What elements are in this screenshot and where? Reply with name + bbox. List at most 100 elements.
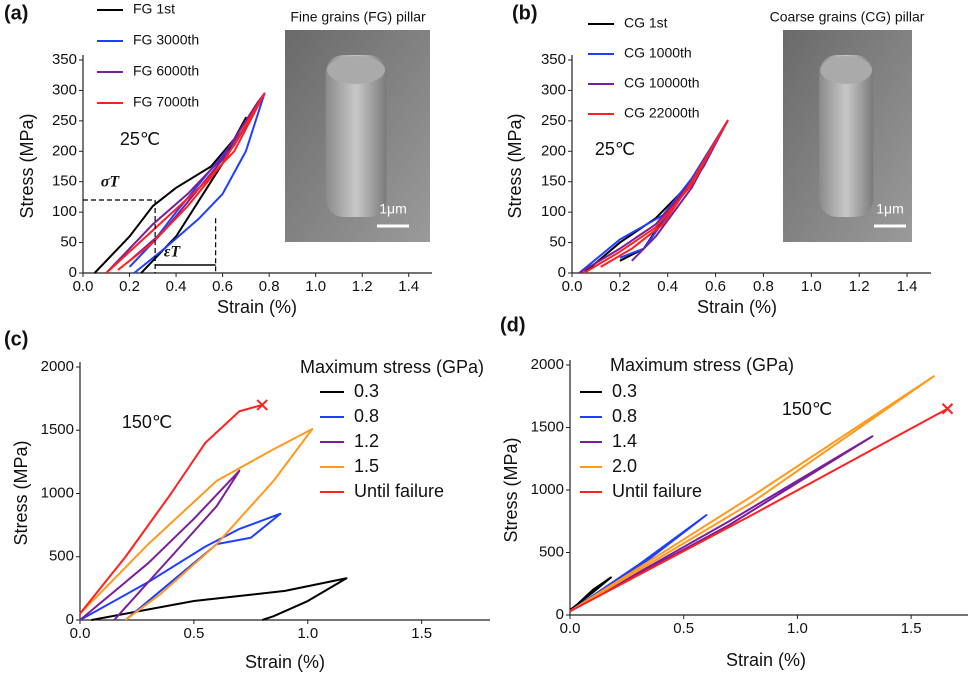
annotation: 25℃	[120, 129, 160, 149]
x-tick-label: 0.5	[673, 620, 694, 637]
data-line	[79, 427, 314, 621]
annotation: 25℃	[595, 139, 635, 159]
y-tick-label: 150	[541, 173, 566, 190]
panel-label: (a)	[4, 2, 28, 24]
annotation: 150℃	[122, 412, 172, 432]
y-tick-label: 2000	[41, 358, 74, 375]
legend-label: FG 3000th	[133, 32, 199, 48]
legend-label: FG 7000th	[133, 94, 199, 110]
data-line	[583, 119, 729, 274]
y-tick-label: 300	[541, 81, 566, 98]
legend-label: 0.8	[612, 406, 637, 426]
data-line	[105, 92, 266, 274]
inset-title: Fine grains (FG) pillar	[290, 9, 426, 25]
y-axis-label: Stress (MPa)	[17, 113, 37, 218]
y-tick-label: 1000	[41, 484, 74, 501]
x-tick-label: 0.0	[562, 278, 583, 295]
legend-label: Until failure	[612, 481, 702, 501]
y-tick-label: 50	[549, 234, 566, 251]
y-tick-label: 500	[49, 548, 74, 565]
x-tick-label: 1.2	[352, 278, 373, 295]
inset-pillar	[325, 55, 387, 217]
legend-label: 0.3	[612, 381, 637, 401]
x-tick-label: 1.0	[297, 625, 318, 642]
panel-label: (c)	[4, 328, 28, 350]
legend-label: CG 1000th	[624, 45, 692, 61]
y-tick-label: 0	[66, 611, 74, 628]
data-line	[569, 375, 935, 613]
inset-title: Coarse grains (CG) pillar	[770, 9, 925, 25]
x-tick-label: 0.6	[705, 278, 726, 295]
legend-label: FG 6000th	[133, 63, 199, 79]
y-tick-label: 250	[541, 112, 566, 129]
y-tick-label: 50	[60, 234, 77, 251]
y-tick-label: 350	[541, 51, 566, 68]
inset-top	[327, 56, 386, 84]
data-line	[79, 403, 263, 615]
x-axis-label: Strain (%)	[726, 650, 806, 670]
x-tick-label: 0.0	[70, 625, 91, 642]
x-tick-label: 1.5	[411, 625, 432, 642]
y-tick-label: 0	[556, 606, 564, 623]
inset-pillar	[819, 55, 874, 217]
legend-title: Maximum stress (GPa)	[610, 355, 794, 375]
y-tick-label: 100	[541, 203, 566, 220]
data-line	[569, 435, 874, 613]
data-line	[79, 469, 241, 621]
x-tick-label: 0.0	[560, 620, 581, 637]
y-tick-label: 200	[541, 142, 566, 159]
panel-label: (b)	[512, 2, 538, 24]
x-tick-label: 0.0	[73, 278, 94, 295]
legend-label: 0.3	[354, 381, 379, 401]
legend-label: 1.2	[354, 431, 379, 451]
data-line	[79, 512, 282, 621]
legend-label: CG 1st	[624, 15, 668, 31]
y-tick-label: 1000	[531, 481, 564, 498]
y-tick-label: 1500	[531, 418, 564, 435]
legend-label: 1.5	[354, 456, 379, 476]
y-tick-label: 150	[52, 173, 77, 190]
legend-label: FG 1st	[133, 1, 175, 17]
x-tick-label: 1.0	[305, 278, 326, 295]
x-tick-label: 0.4	[166, 278, 187, 295]
data-line	[569, 576, 612, 612]
legend-label: Until failure	[354, 481, 444, 501]
legend-label: 2.0	[612, 456, 637, 476]
y-axis-label: Stress (MPa)	[505, 113, 525, 218]
x-tick-label: 0.6	[212, 278, 233, 295]
x-tick-label: 0.8	[259, 278, 280, 295]
x-tick-label: 0.4	[657, 278, 678, 295]
y-axis-label: Stress (MPa)	[11, 440, 31, 545]
inset-top	[820, 56, 873, 84]
y-tick-label: 1500	[41, 421, 74, 438]
annotation: εT	[164, 244, 182, 261]
legend-label: 1.4	[612, 431, 637, 451]
x-tick-label: 1.0	[801, 278, 822, 295]
failure-marker	[256, 399, 268, 411]
y-tick-label: 0	[69, 264, 77, 281]
y-tick-label: 350	[52, 51, 77, 68]
x-tick-label: 0.2	[609, 278, 630, 295]
y-axis-label: Stress (MPa)	[501, 437, 521, 542]
annotation: σT	[101, 174, 121, 191]
y-tick-label: 200	[52, 142, 77, 159]
x-axis-label: Strain (%)	[245, 652, 325, 672]
failure-marker	[941, 403, 954, 415]
annotation: 150℃	[782, 399, 832, 419]
data-line	[569, 407, 949, 613]
x-tick-label: 1.2	[849, 278, 870, 295]
legend-title: Maximum stress (GPa)	[300, 357, 484, 377]
legend-label: CG 22000th	[624, 105, 700, 121]
y-tick-label: 0	[558, 264, 566, 281]
inset-scale: 1μm	[876, 201, 904, 217]
x-tick-label: 1.4	[398, 278, 419, 295]
x-tick-label: 1.5	[901, 620, 922, 637]
x-tick-label: 1.0	[787, 620, 808, 637]
legend-label: 0.8	[354, 406, 379, 426]
y-tick-label: 2000	[531, 356, 564, 373]
panel-label: (d)	[500, 314, 526, 336]
x-axis-label: Strain (%)	[217, 297, 297, 317]
y-tick-label: 100	[52, 203, 77, 220]
x-tick-label: 0.8	[753, 278, 774, 295]
